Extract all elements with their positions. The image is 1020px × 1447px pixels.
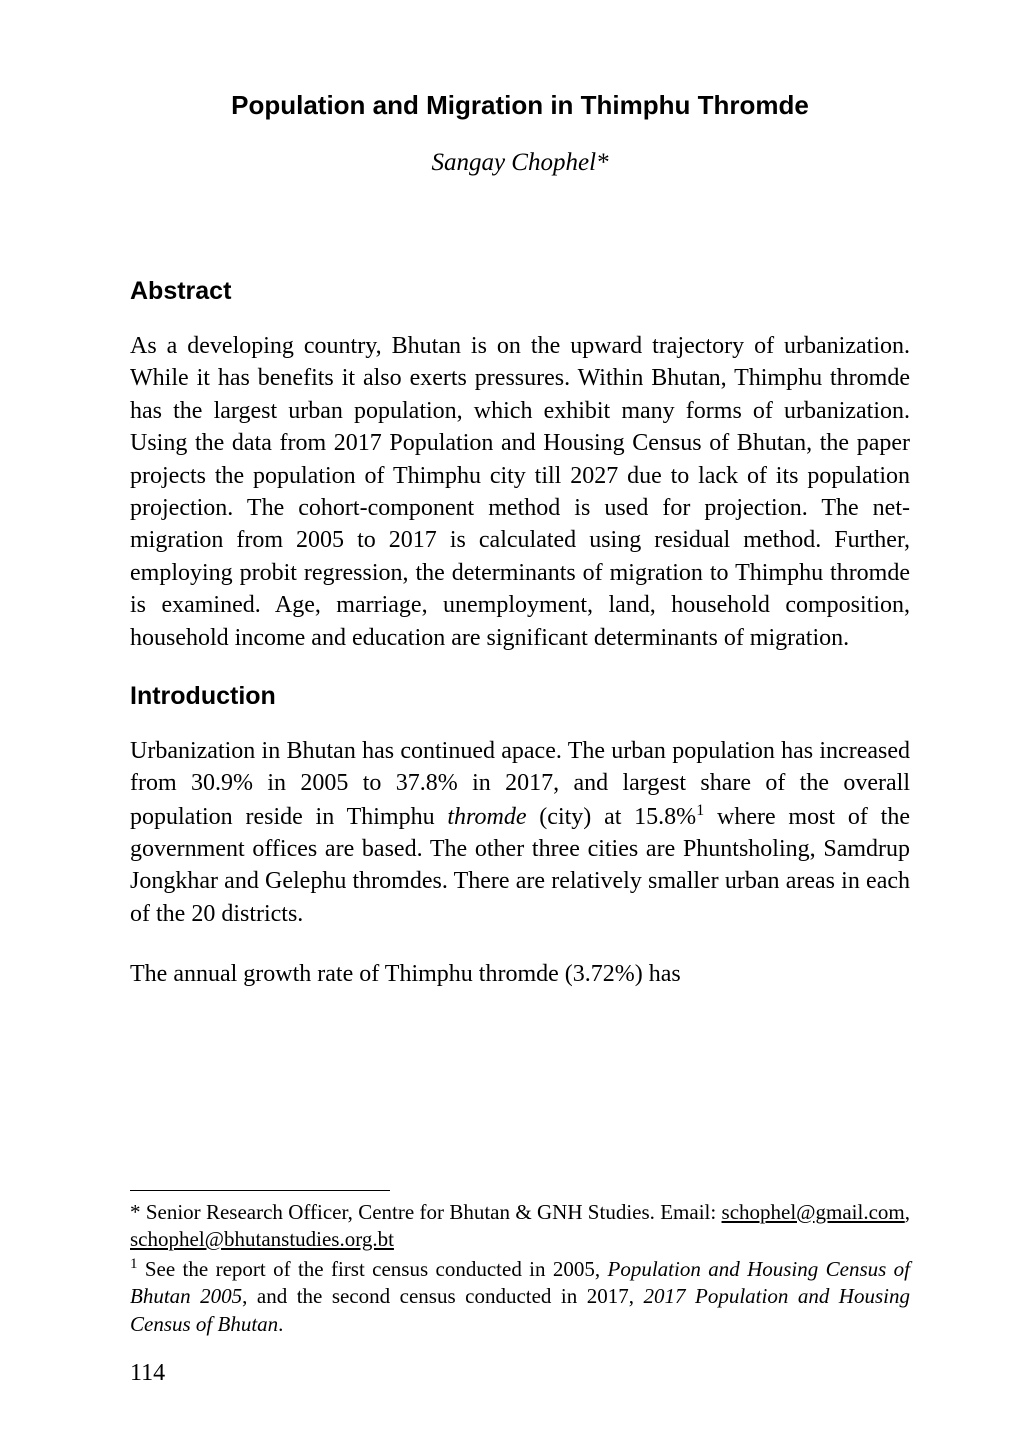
intro-para1-sup: 1 [696, 802, 704, 819]
footnote1-email2: schophel@bhutanstudies.org.bt [130, 1227, 394, 1251]
intro-para1-mid: (city) at 15.8% [527, 804, 697, 830]
footnote1-email1: schophel@gmail.com [722, 1200, 905, 1224]
abstract-heading: Abstract [130, 277, 910, 306]
paper-title: Population and Migration in Thimphu Thro… [130, 90, 910, 121]
footnote1-pre: * Senior Research Officer, Centre for Bh… [130, 1200, 722, 1224]
page-number: 114 [130, 1360, 910, 1387]
footnote-author: * Senior Research Officer, Centre for Bh… [130, 1199, 910, 1254]
intro-para1-italic: thromde [447, 804, 526, 830]
footnote1-sep: , [905, 1200, 910, 1224]
footnote2-pre: See the report of the first census condu… [138, 1257, 608, 1281]
footnote-divider [130, 1190, 390, 1191]
abstract-body: As a developing country, Bhutan is on th… [130, 330, 910, 654]
footnote2-mid: , and the second census conducted in 201… [242, 1284, 643, 1308]
author-name: Sangay Chophel* [130, 149, 910, 177]
introduction-para1: Urbanization in Bhutan has continued apa… [130, 735, 910, 930]
footnote2-sup: 1 [130, 1256, 138, 1272]
footnote2-post: . [278, 1312, 283, 1336]
footnote-1: 1 See the report of the first census con… [130, 1255, 910, 1338]
introduction-heading: Introduction [130, 682, 910, 711]
introduction-para2: The annual growth rate of Thimphu thromd… [130, 958, 910, 990]
